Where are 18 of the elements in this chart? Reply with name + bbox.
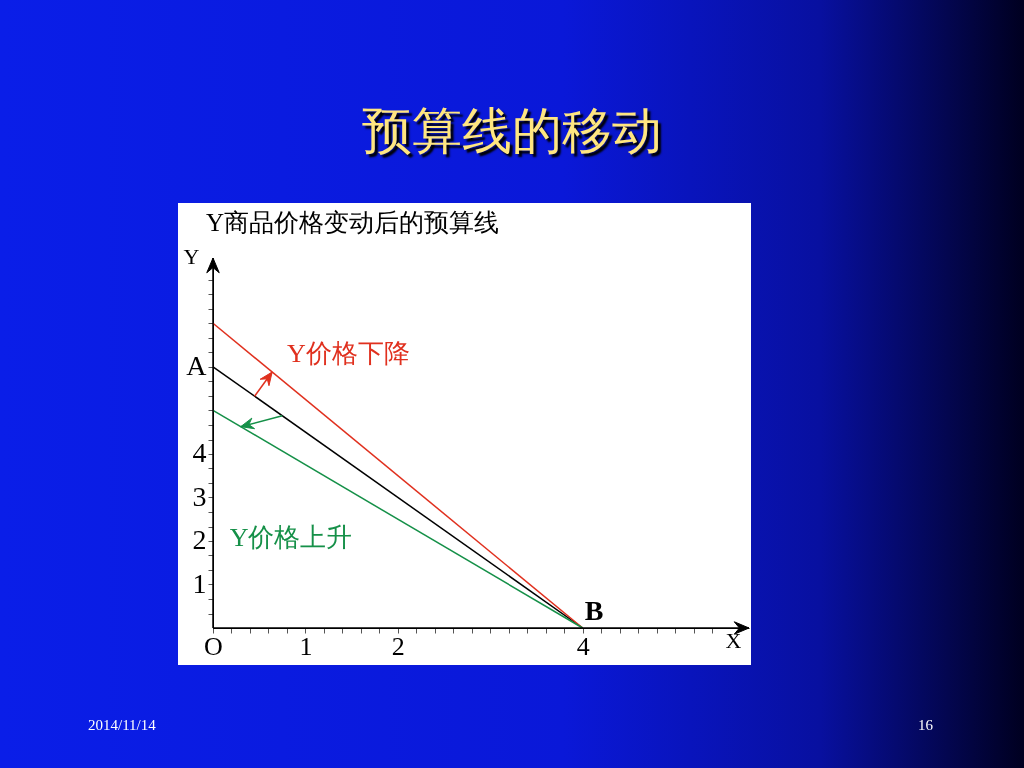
y-tick-label: 4 [192,437,207,469]
series-label: Y价格上升 [229,522,353,552]
chart-title: 预算线的移动 [361,102,663,161]
y-tick-label: 2 [192,524,207,556]
text: 2014/11/14 [88,717,156,734]
x-tick-label: O [204,631,223,661]
x-tick-label: 4 [576,631,590,661]
x-tick-label: 1 [299,631,313,661]
x-axis-title: X [725,627,742,653]
y-tick-label: 3 [192,480,207,512]
y-tick-label: A [186,350,208,382]
annotation: B [584,595,604,626]
text: 16 [918,717,933,734]
x-tick-label: 2 [391,631,405,661]
series-label: Y价格下降 [286,338,410,368]
y-tick-label: 1 [192,567,207,599]
chart-subtitle: Y商品价格变动后的预算线 [206,208,500,238]
y-axis-title: Y [183,243,200,269]
